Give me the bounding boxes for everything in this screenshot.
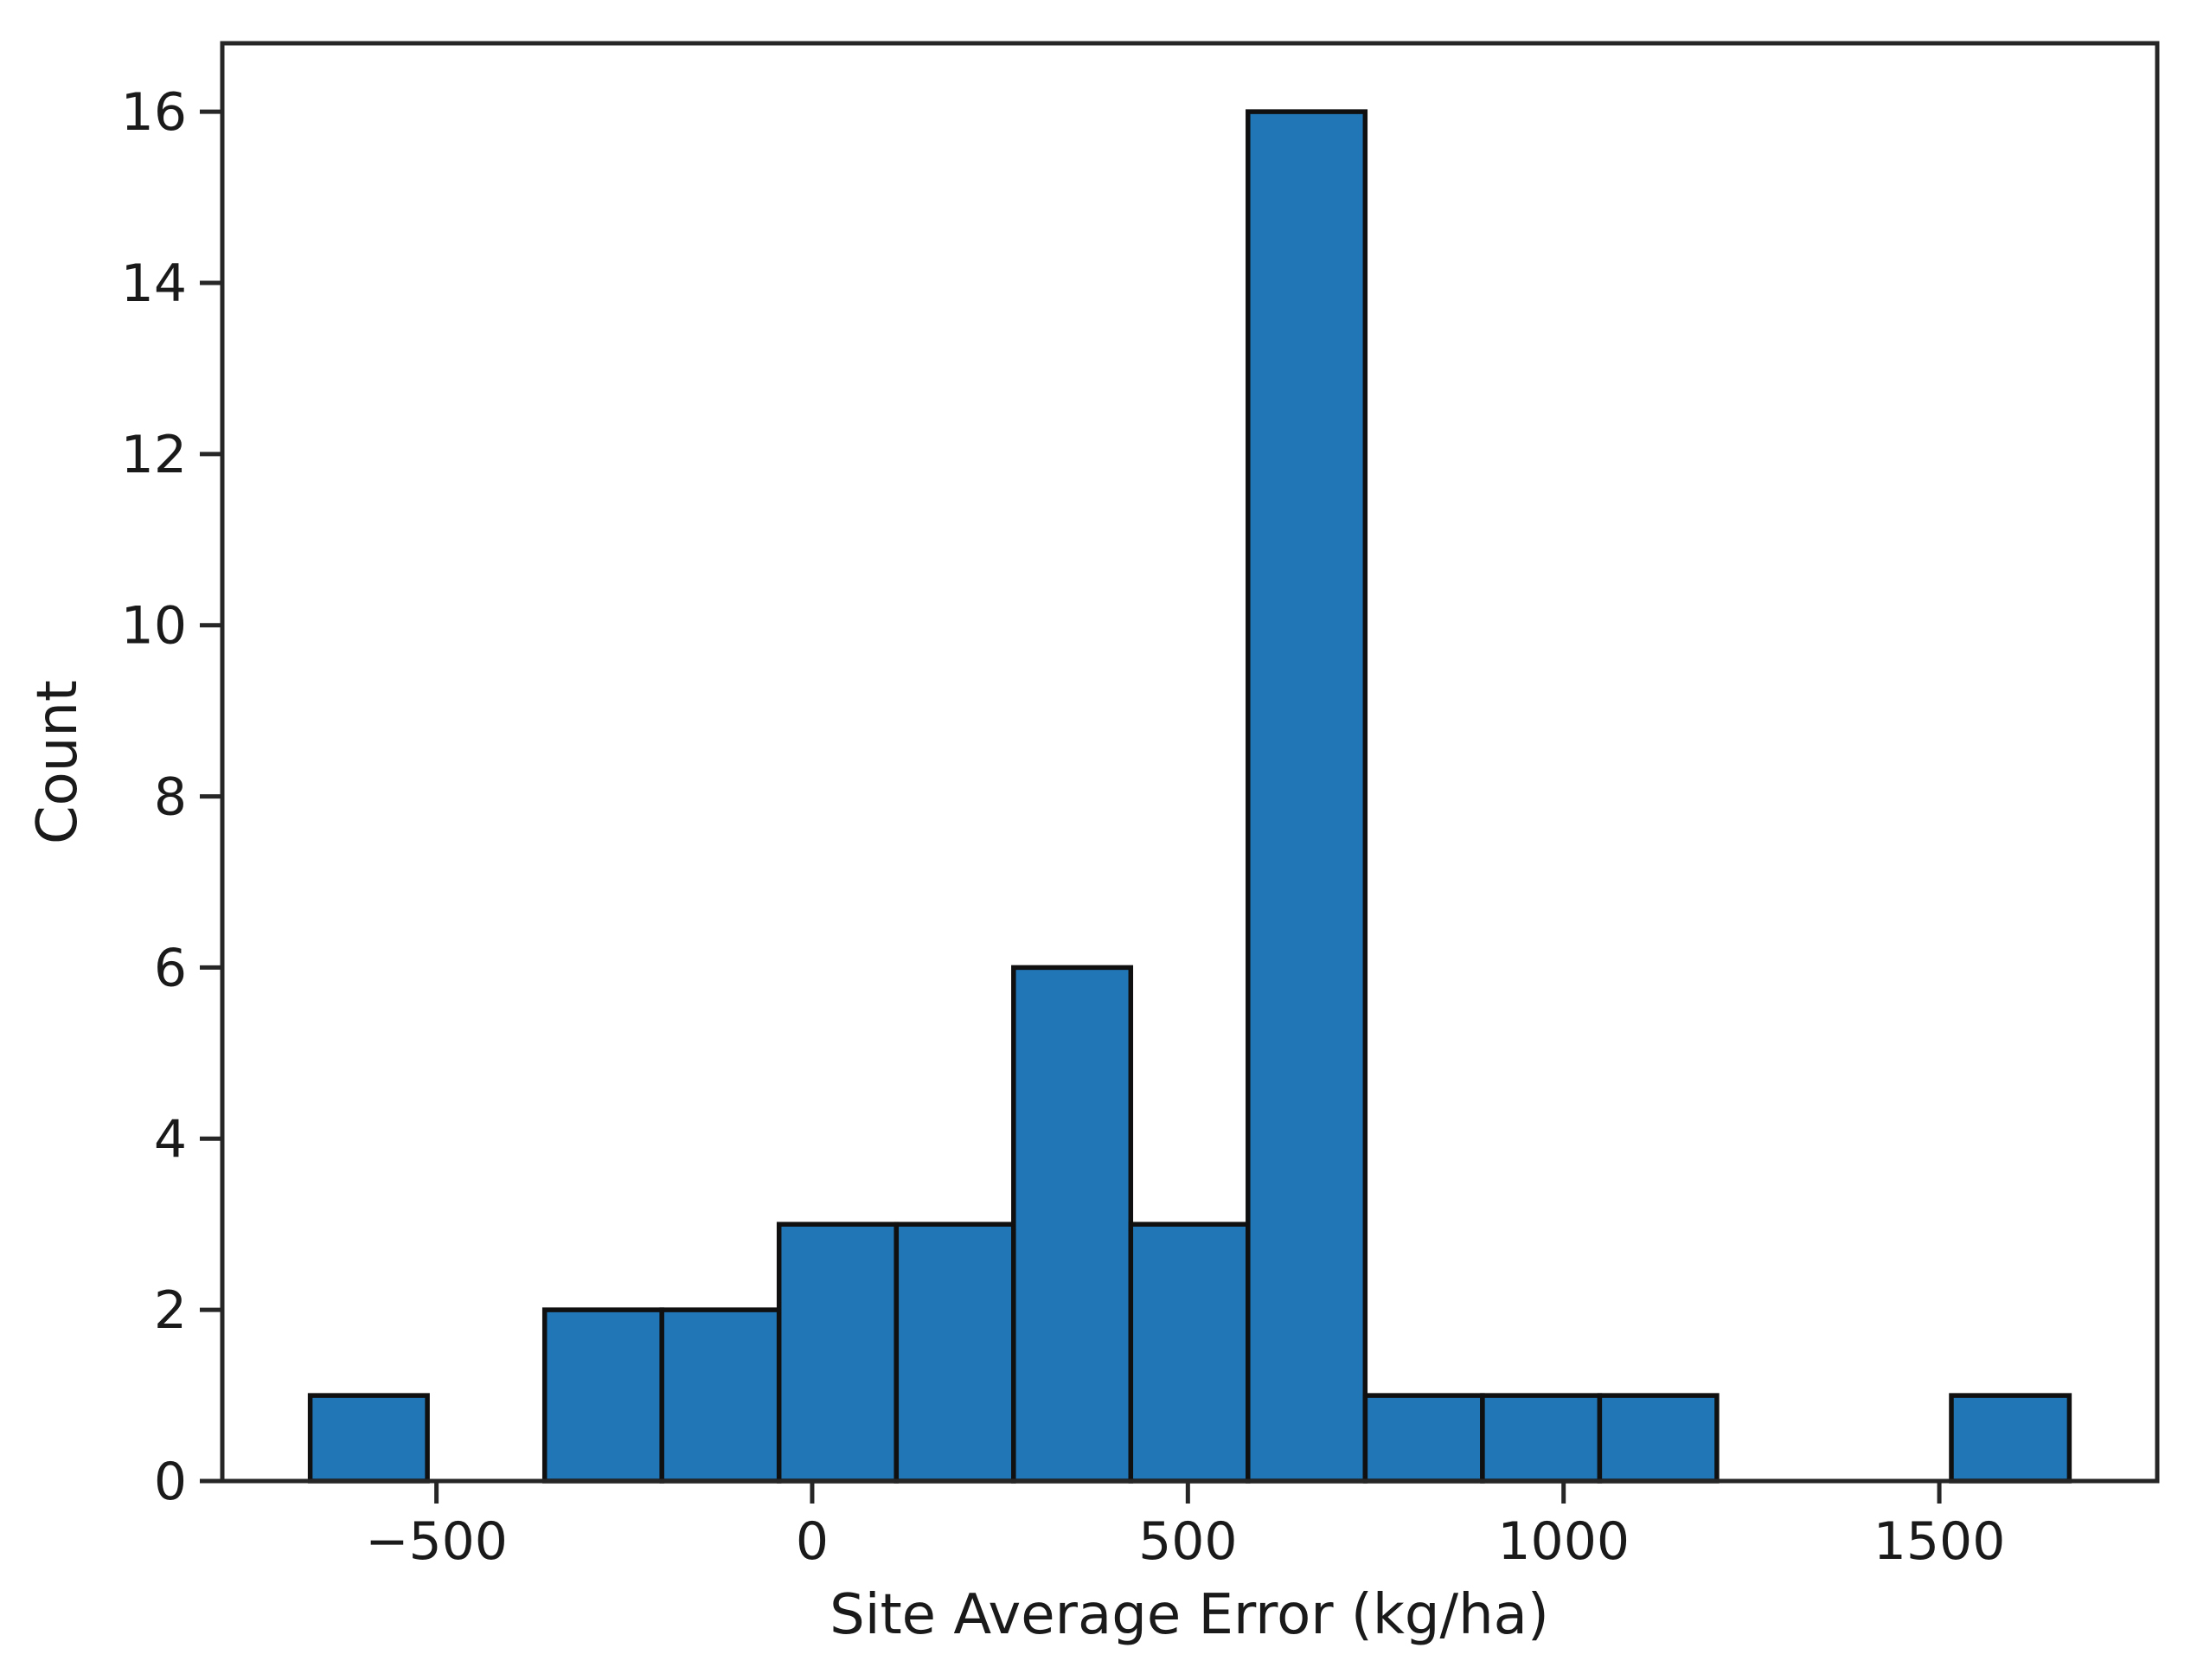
x-tick-label: 0 xyxy=(796,1511,829,1572)
histogram-bar xyxy=(894,1222,1016,1484)
x-axis-ticks: −500 0 500 1000 1500 xyxy=(365,1481,2005,1572)
y-tick-label: 14 xyxy=(121,253,187,314)
histogram-bar xyxy=(1949,1393,2072,1484)
x-tick-label: 1500 xyxy=(1874,1511,2006,1572)
histogram-bar xyxy=(1480,1393,1603,1484)
y-axis-ticks: 0 2 4 6 8 10 12 14 16 xyxy=(121,82,222,1512)
y-tick-label: 8 xyxy=(154,767,187,828)
y-tick-label: 10 xyxy=(121,596,187,657)
y-tick-label: 12 xyxy=(121,425,187,485)
histogram-bar xyxy=(659,1307,782,1484)
histogram-bar xyxy=(1362,1393,1485,1484)
histogram-bar xyxy=(541,1307,664,1484)
histogram-bar xyxy=(1246,109,1368,1484)
x-tick-label: 1000 xyxy=(1497,1511,1630,1572)
histogram-bar xyxy=(1597,1393,1720,1484)
x-tick-label: −500 xyxy=(365,1511,508,1572)
y-tick-label: 6 xyxy=(154,938,187,998)
x-axis-label: Site Average Error (kg/ha) xyxy=(829,1583,1549,1647)
histogram-bar xyxy=(307,1393,430,1484)
y-tick-label: 4 xyxy=(154,1109,187,1170)
bars-group xyxy=(307,109,2072,1484)
y-tick-label: 0 xyxy=(154,1452,187,1512)
histogram-bar xyxy=(1011,965,1134,1484)
histogram-bar xyxy=(1128,1222,1251,1484)
y-tick-label: 2 xyxy=(154,1280,187,1341)
x-tick-label: 500 xyxy=(1138,1511,1238,1572)
y-axis-label: Count xyxy=(26,680,90,844)
histogram-bar xyxy=(776,1222,899,1484)
y-tick-label: 16 xyxy=(121,82,187,143)
